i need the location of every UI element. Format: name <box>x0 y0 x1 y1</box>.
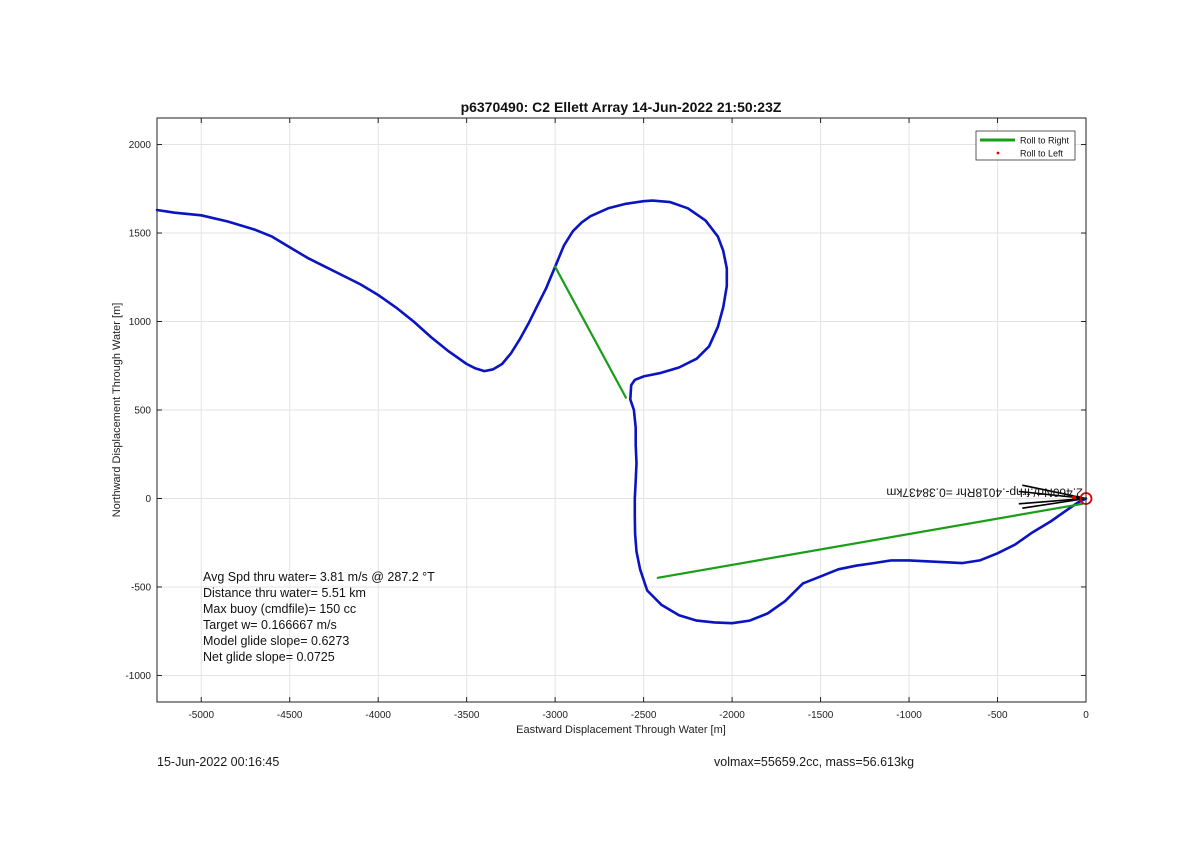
stat-net-glide-slope: Net glide slope= 0.0725 <box>203 650 335 664</box>
series-line-1 <box>553 265 628 399</box>
footer-timestamp: 15-Jun-2022 00:16:45 <box>157 755 280 769</box>
x-tick-label: -3000 <box>542 710 568 721</box>
stat-model-glide-slope: Model glide slope= 0.6273 <box>203 634 350 648</box>
y-tick-label: 500 <box>134 406 151 417</box>
series-layer <box>155 199 1088 625</box>
stat-distance: Distance thru water= 5.51 km <box>203 586 366 600</box>
chart-title: p6370490: C2 Ellett Array 14-Jun-2022 21… <box>461 99 782 115</box>
y-tick-label: 2000 <box>129 140 152 151</box>
x-tick-label: -2000 <box>719 710 745 721</box>
y-tick-label: -1000 <box>125 671 151 682</box>
stat-avg-speed: Avg Spd thru water= 3.81 m/s @ 287.2 °T <box>203 570 435 584</box>
legend-box <box>975 130 1076 161</box>
start-marker-dot <box>1072 495 1076 500</box>
x-tick-label: -3500 <box>454 710 480 721</box>
vector-annotation-0: 2.460Nrt/.frhp-.4018Rhr =0.38437km <box>886 485 1082 499</box>
x-tick-label: -4000 <box>365 710 391 721</box>
y-tick-label: 0 <box>145 494 151 505</box>
stats-panel: Avg Spd thru water= 3.81 m/s @ 287.2 °T … <box>203 569 435 665</box>
legend-swatch-roll-left <box>996 151 1000 155</box>
stat-max-buoy: Max buoy (cmdfile)= 150 cc <box>203 602 357 616</box>
vector-arrow-3 <box>1018 497 1087 505</box>
x-tick-label: -4500 <box>277 710 303 721</box>
x-tick-label: -2500 <box>631 710 657 721</box>
ticks: -5000 -4500 -4000 -3500 -3000 -2500 -2000 -1500… <box>125 118 1089 721</box>
series-line-0 <box>155 199 1088 625</box>
x-tick-label: -1000 <box>896 710 922 721</box>
y-tick-label: 1000 <box>129 317 152 328</box>
legend-label-roll-right: Roll to Right <box>1020 136 1070 146</box>
legend: Roll to Right Roll to Left <box>975 130 1076 161</box>
series-line-2 <box>656 502 1084 579</box>
footer-volmax-mass: volmax=55659.2cc, mass=56.613kg <box>714 755 915 769</box>
y-tick-label: 1500 <box>129 229 152 240</box>
y-axis-label: Northward Displacement Through Water [m] <box>111 303 123 518</box>
x-axis-label: Eastward Displacement Through Water [m] <box>516 724 726 736</box>
stat-target-w: Target w= 0.166667 m/s <box>203 618 337 632</box>
x-tick-label: -500 <box>988 710 1008 721</box>
y-tick-label: -500 <box>131 582 151 593</box>
x-tick-label: -5000 <box>188 710 214 721</box>
x-tick-label: -1500 <box>808 710 834 721</box>
legend-label-roll-left: Roll to Left <box>1020 149 1064 159</box>
x-tick-label: 0 <box>1083 710 1089 721</box>
